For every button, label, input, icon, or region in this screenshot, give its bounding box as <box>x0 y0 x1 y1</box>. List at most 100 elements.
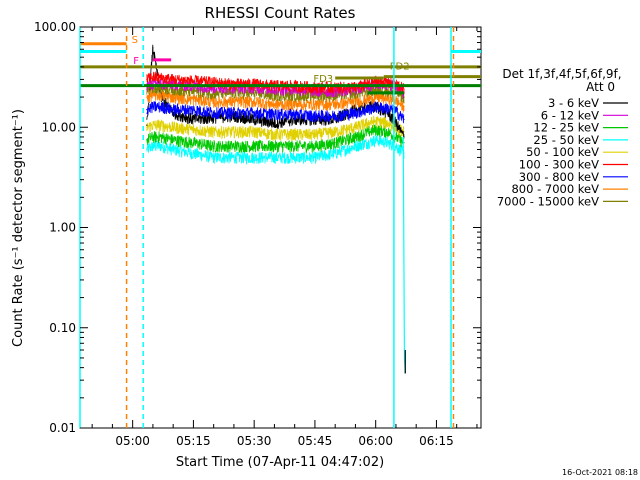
data-point-300-800-kev <box>375 106 377 108</box>
data-point-25-50-kev <box>172 148 174 151</box>
data-point-800-7000-kev <box>146 96 148 98</box>
data-point-50-100-kev <box>146 126 148 128</box>
data-point-300-800-kev <box>403 118 405 120</box>
legend-label: 50 - 100 keV <box>526 145 599 159</box>
legend-entry-7000-15000-kev: 7000 - 15000 keV <box>497 194 628 208</box>
legend-entry-50-100-kev: 50 - 100 keV <box>526 145 628 159</box>
data-point-50-100-kev <box>273 133 276 135</box>
data-point-12-25-kev <box>192 142 195 144</box>
data-point-50-100-kev <box>233 131 235 133</box>
data-point-3-6-kev <box>395 122 397 124</box>
data-point-50-100-kev <box>192 128 195 131</box>
data-point-7000-15000-kev <box>192 90 195 92</box>
data-point-800-7000-kev <box>395 99 397 102</box>
x-tick-label: 06:15 <box>419 434 454 448</box>
data-point-300-800-kev <box>395 110 397 112</box>
x-tick-label: 05:45 <box>298 434 333 448</box>
data-point-25-50-kev <box>395 145 397 147</box>
data-point-300-800-kev <box>273 113 276 115</box>
series-line-12-25-kev <box>146 124 405 154</box>
data-point-25-50-kev <box>192 152 195 154</box>
series-line-100-300-kev <box>146 71 405 95</box>
data-point-25-50-kev <box>213 156 215 159</box>
data-point-50-100-kev <box>314 133 316 135</box>
series-12-25-kev <box>146 124 405 154</box>
data-point-800-7000-kev <box>387 97 389 99</box>
legend-label: 25 - 50 keV <box>533 133 599 147</box>
x-tick-label: 05:30 <box>237 434 272 448</box>
data-point-50-100-kev <box>152 124 154 126</box>
data-point-50-100-kev <box>172 126 174 128</box>
data-point-50-100-kev <box>403 131 405 133</box>
flag-label-f: F <box>133 56 139 67</box>
y-tick-label: 10.00 <box>42 120 76 134</box>
data-point-300-800-kev <box>354 112 357 114</box>
legend-label: 300 - 800 keV <box>519 170 599 184</box>
data-point-800-7000-kev <box>334 103 336 105</box>
series-layer <box>146 44 406 374</box>
data-point-3-6-kev <box>233 115 235 117</box>
data-point-800-7000-kev <box>314 103 316 105</box>
data-point-7000-15000-kev <box>366 90 369 92</box>
x-tick-label: 05:15 <box>176 434 211 448</box>
data-point-25-50-kev <box>387 142 389 144</box>
data-point-12-25-kev <box>375 128 377 131</box>
legend-entry-6-12-kev: 6 - 12 keV <box>541 108 628 122</box>
data-point-25-50-kev <box>314 156 316 159</box>
data-point-3-6-kev <box>192 118 195 120</box>
data-point-100-300-kev <box>213 81 215 84</box>
legend-entry-12-25-kev: 12 - 25 keV <box>533 121 628 135</box>
legend-label: 7000 - 15000 keV <box>497 194 599 208</box>
series-100-300-kev <box>146 71 405 95</box>
data-point-25-50-kev <box>334 152 336 154</box>
series-line-800-7000-kev <box>146 89 405 113</box>
data-point-300-800-kev <box>366 108 369 111</box>
series-line-3-6-kev <box>146 44 405 137</box>
legend-header-line2: Att 0 <box>586 80 615 94</box>
series-line-6-12-kev <box>146 77 405 99</box>
legend-label: 800 - 7000 keV <box>511 182 599 196</box>
data-point-300-800-kev <box>146 108 148 111</box>
legend-label: 3 - 6 keV <box>548 96 599 110</box>
data-point-100-300-kev <box>152 76 154 78</box>
series-50-100-kev <box>146 115 405 141</box>
data-point-25-50-kev <box>354 145 357 147</box>
data-point-300-800-kev <box>253 112 255 114</box>
flag-label-fd3: FD3 <box>313 74 333 85</box>
y-tick-label: 1.00 <box>49 221 76 235</box>
y-tick-label: 0.10 <box>49 321 76 335</box>
axis-ticks: 0.01 0.10 1.00 10.00 100.00 05:00 05:15 05:30 05… <box>34 20 481 448</box>
data-point-12-25-kev <box>152 136 154 138</box>
data-point-25-50-kev <box>375 139 377 141</box>
series-800-7000-kev <box>146 89 405 113</box>
series-300-800-kev <box>146 100 405 124</box>
data-point-300-800-kev <box>172 108 174 111</box>
legend-entry-25-50-kev: 25 - 50 keV <box>533 133 628 147</box>
data-point-50-100-kev <box>366 122 369 124</box>
data-point-300-800-kev <box>160 106 162 108</box>
data-point-800-7000-kev <box>233 101 235 103</box>
data-point-300-800-kev <box>192 108 195 111</box>
data-point-800-7000-kev <box>172 96 174 98</box>
data-point-800-7000-kev <box>253 101 255 103</box>
data-point-800-7000-kev <box>152 94 154 96</box>
data-point-7000-15000-kev <box>294 94 296 96</box>
data-point-25-50-kev <box>273 156 276 159</box>
data-point-50-100-kev <box>213 131 215 133</box>
legend-label: 6 - 12 keV <box>541 108 599 122</box>
data-point-300-800-kev <box>314 115 316 117</box>
series-line-300-800-kev <box>146 100 405 124</box>
data-point-50-100-kev <box>294 133 296 135</box>
data-point-12-25-kev <box>273 145 276 147</box>
data-point-7000-15000-kev <box>172 88 174 90</box>
level-bars: SF FD2 FD3 <box>80 35 481 95</box>
data-point-25-50-kev <box>152 145 154 147</box>
data-point-50-100-kev <box>387 122 389 124</box>
legend-header-line1: Det 1f,3f,4f,5f,6f,9f, <box>502 67 621 81</box>
legend-entry-300-800-kev: 300 - 800 keV <box>519 170 628 184</box>
data-point-50-100-kev <box>253 131 255 133</box>
data-point-100-300-kev <box>192 80 195 82</box>
data-point-25-50-kev <box>294 156 296 159</box>
timestamp: 16-Oct-2021 08:18 <box>562 468 638 477</box>
